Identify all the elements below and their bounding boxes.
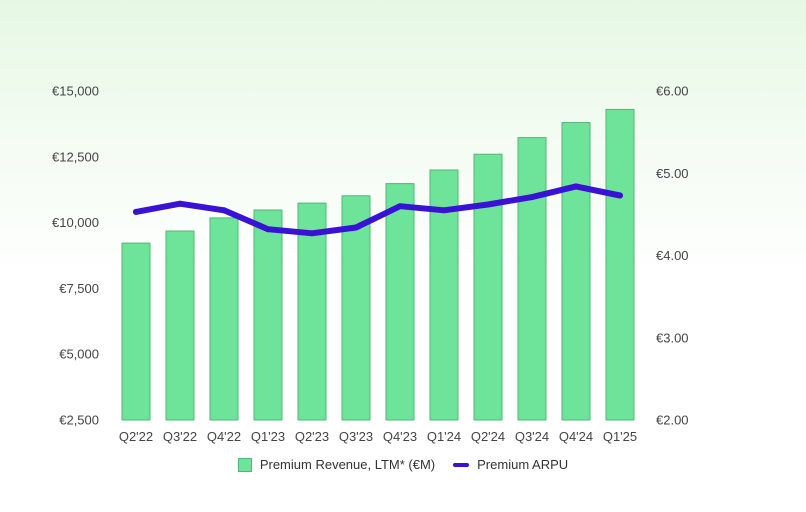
revenue-bar[interactable]	[121, 242, 151, 421]
right-axis: €2.00 €3.00 €4.00 €5.00 €6.00	[656, 84, 689, 428]
x-tick-label: Q4'23	[383, 429, 417, 444]
revenue-bar[interactable]	[561, 122, 591, 421]
x-tick-label: Q3'24	[515, 429, 549, 444]
x-tick-label: Q1'23	[251, 429, 285, 444]
arpu-point[interactable]	[485, 201, 491, 208]
revenue-bar[interactable]	[209, 217, 239, 421]
legend-swatch-revenue	[237, 457, 252, 472]
right-tick-label: €5.00	[656, 166, 689, 181]
arpu-point[interactable]	[617, 192, 623, 199]
arpu-point[interactable]	[529, 194, 535, 201]
arpu-point[interactable]	[441, 207, 447, 214]
x-tick-label: Q1'25	[603, 429, 637, 444]
revenue-bar[interactable]	[341, 195, 371, 421]
arpu-point[interactable]	[221, 207, 227, 214]
left-tick-label: €15,000	[52, 84, 99, 99]
arpu-line-layer	[133, 183, 623, 237]
x-tick-label: Q3'23	[339, 429, 373, 444]
revenue-bars	[121, 108, 635, 421]
revenue-bar[interactable]	[165, 230, 195, 421]
left-tick-label: €5,000	[59, 347, 99, 362]
left-tick-label: €10,000	[52, 215, 99, 230]
revenue-bar[interactable]	[517, 137, 547, 421]
legend-item-arpu[interactable]: Premium ARPU	[453, 457, 568, 472]
right-tick-label: €4.00	[656, 248, 689, 263]
revenue-bar[interactable]	[297, 202, 327, 421]
arpu-point[interactable]	[573, 183, 579, 190]
x-tick-label: Q2'24	[471, 429, 505, 444]
arpu-point[interactable]	[177, 200, 183, 207]
right-tick-label: €2.00	[656, 413, 689, 428]
x-axis: Q2'22 Q3'22 Q4'22 Q1'23 Q2'23 Q3'23 Q4'23 Q1'24…	[119, 429, 637, 444]
legend-label-arpu: Premium ARPU	[477, 457, 569, 472]
arpu-point[interactable]	[133, 208, 139, 215]
x-tick-label: Q4'24	[559, 429, 593, 444]
arpu-point[interactable]	[309, 230, 315, 237]
arpu-point[interactable]	[265, 226, 271, 233]
arpu-point[interactable]	[353, 224, 359, 231]
arpu-point[interactable]	[397, 203, 403, 210]
right-tick-label: €6.00	[656, 84, 689, 99]
revenue-bar[interactable]	[605, 108, 635, 421]
left-tick-label: €12,500	[52, 149, 99, 164]
arpu-line[interactable]	[133, 183, 623, 237]
x-tick-label: Q4'22	[207, 429, 241, 444]
left-tick-label: €2,500	[59, 413, 99, 428]
legend: Premium Revenue, LTM* (€M) Premium ARPU	[0, 457, 806, 472]
legend-label-revenue: Premium Revenue, LTM* (€M)	[259, 457, 436, 472]
left-tick-label: €7,500	[59, 281, 99, 296]
x-tick-label: Q2'23	[295, 429, 329, 444]
legend-item-revenue[interactable]: Premium Revenue, LTM* (€M)	[237, 457, 436, 472]
x-tick-label: Q1'24	[427, 429, 461, 444]
legend-swatch-arpu	[453, 462, 470, 467]
revenue-bar[interactable]	[253, 209, 283, 421]
revenue-bar[interactable]	[473, 153, 503, 421]
x-tick-label: Q3'22	[163, 429, 197, 444]
x-tick-label: Q2'22	[119, 429, 153, 444]
left-axis: €2,500 €5,000 €7,500 €10,000 €12,500 €15,000	[52, 84, 99, 428]
right-tick-label: €3.00	[656, 330, 689, 345]
revenue-bar[interactable]	[385, 183, 415, 421]
